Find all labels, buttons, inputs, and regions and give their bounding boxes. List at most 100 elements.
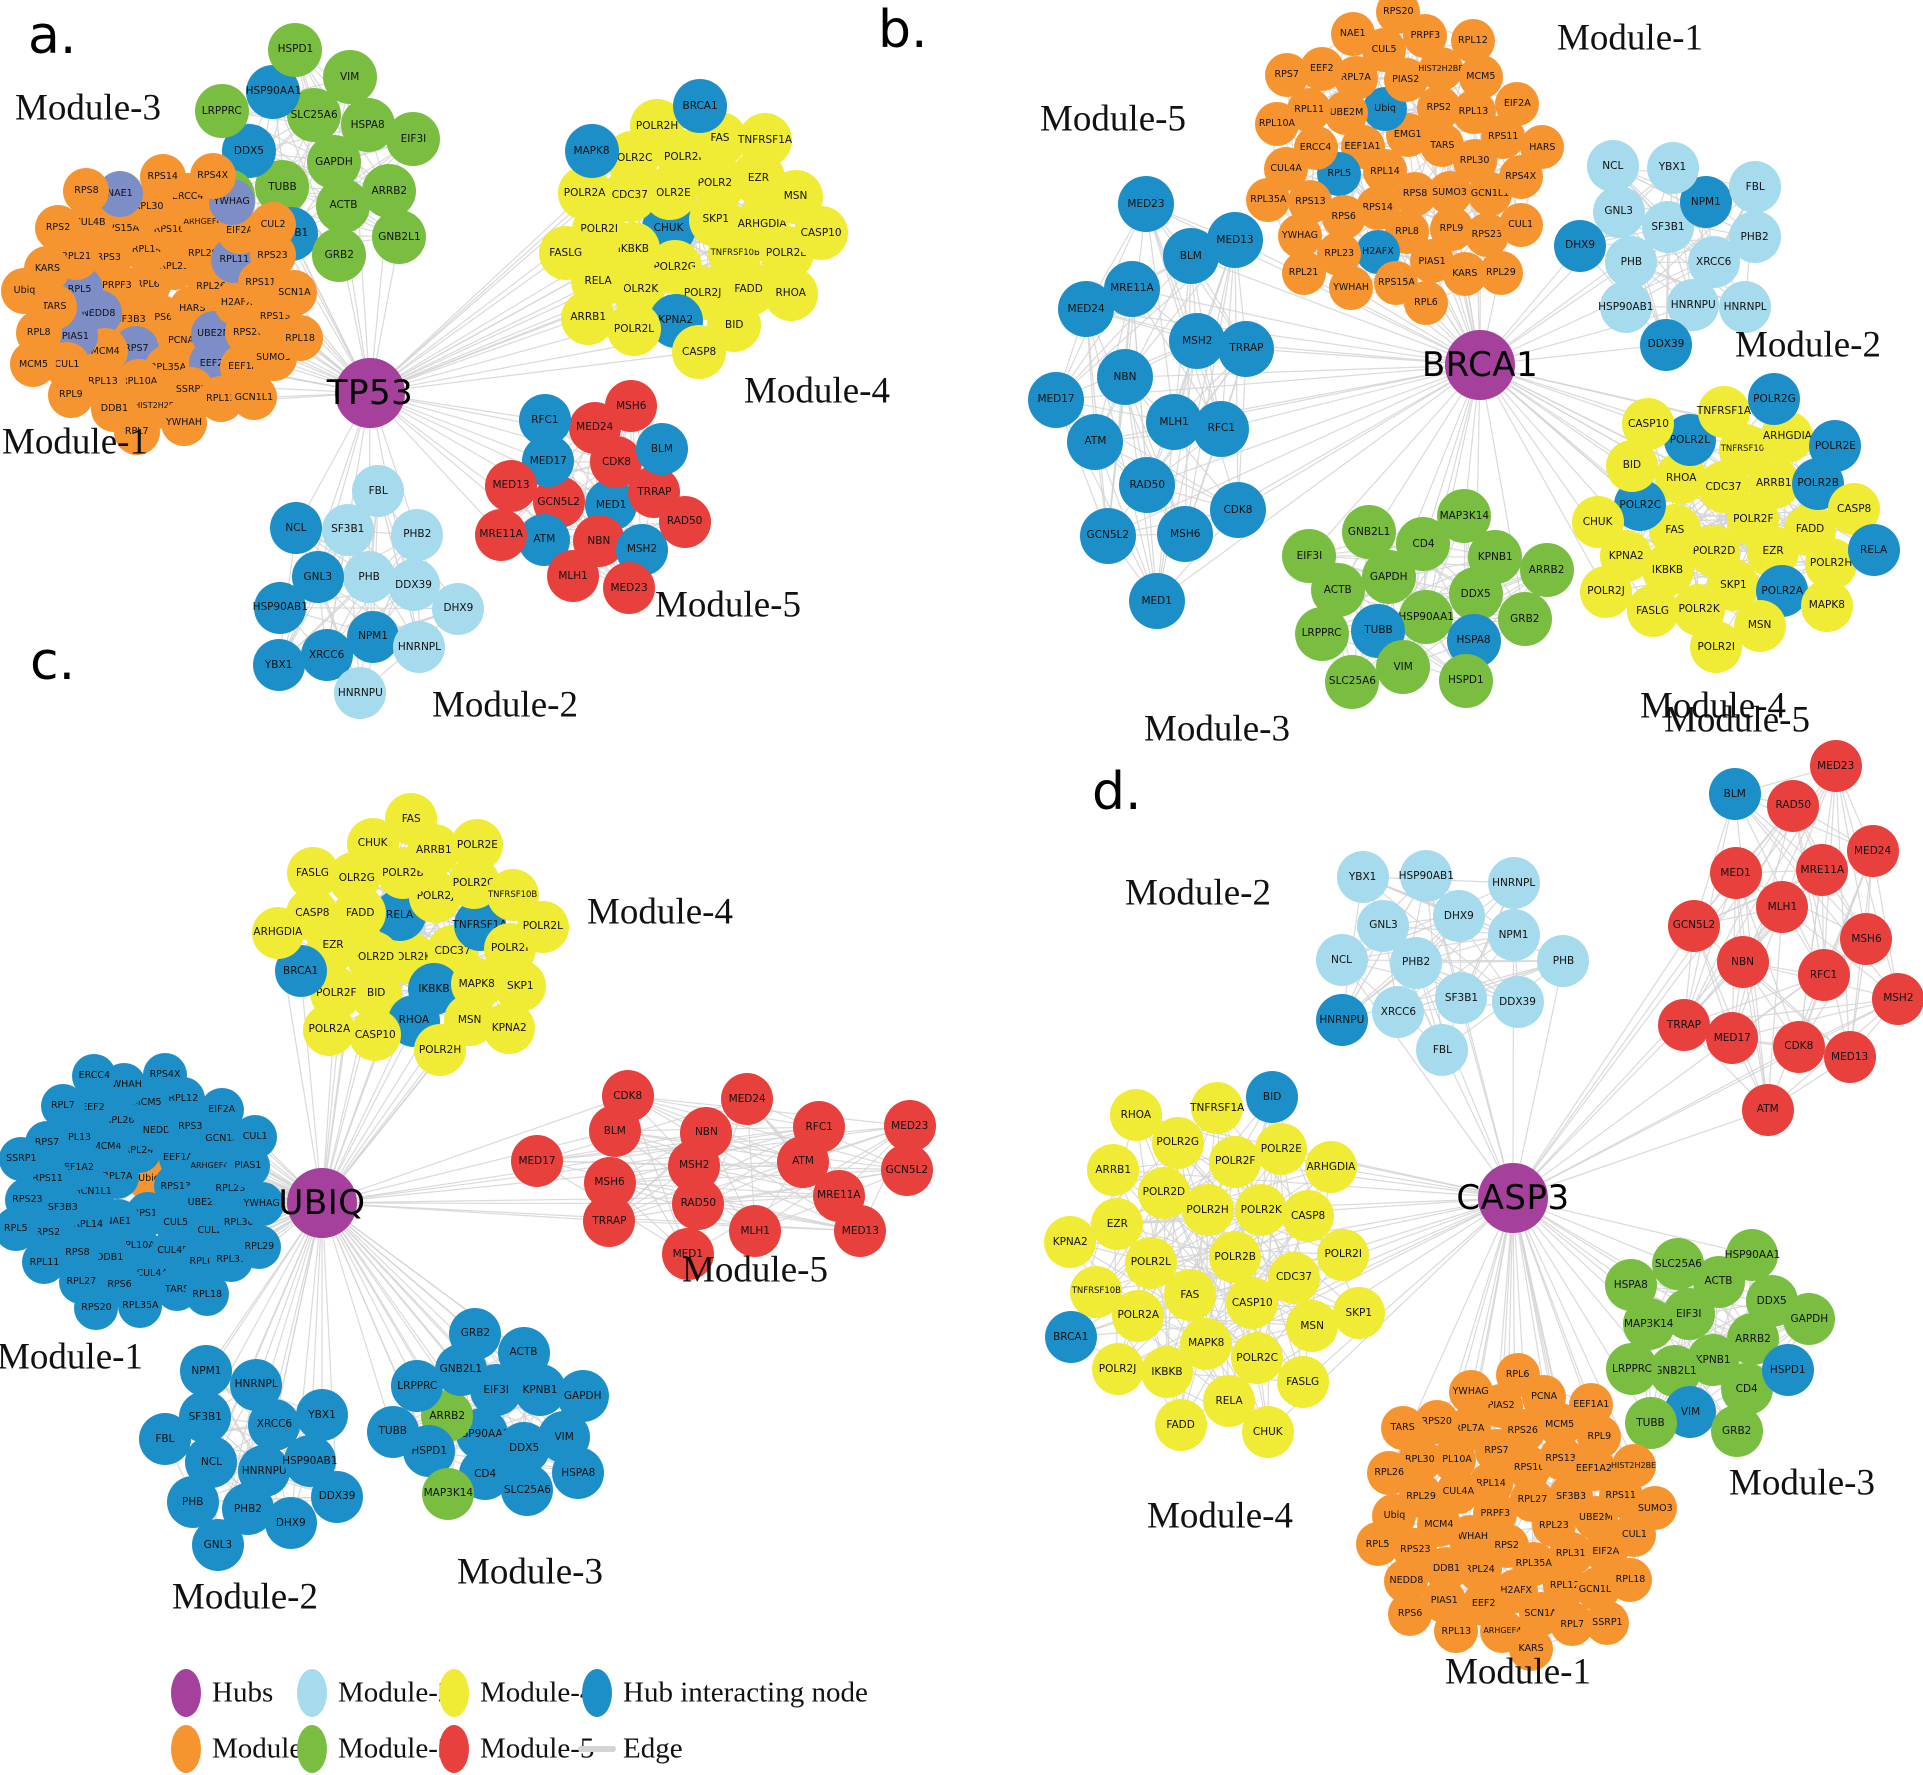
legend-swatch-hubs	[171, 1669, 201, 1717]
node-EEF1A1: EEF1A1	[1569, 1383, 1614, 1428]
legend-swatch-module-1	[171, 1725, 201, 1773]
node-RPL13: RPL13	[1434, 1609, 1479, 1654]
node-LRPPRC: LRPPRC	[1605, 1343, 1658, 1396]
node-FASLG: FASLG	[1626, 585, 1679, 638]
node-ARHGDIA: ARHGDIA	[1304, 1141, 1357, 1194]
node-POLR2H: POLR2H	[414, 1024, 467, 1077]
module-label-module-4-panel-a: Module-4	[744, 370, 890, 412]
node-RFC1: RFC1	[1193, 400, 1250, 457]
module-label-module-5-panel-c: Module-5	[682, 1249, 828, 1291]
node-DDX39: DDX39	[311, 1470, 364, 1523]
node-KPNA2: KPNA2	[483, 1001, 536, 1054]
node-XRCC6: XRCC6	[1372, 986, 1425, 1039]
node-CASP8: CASP8	[672, 324, 727, 379]
node-RPL29: RPL29	[1478, 250, 1523, 295]
node-TUBB: TUBB	[366, 1405, 419, 1458]
node-MED13: MED13	[834, 1204, 887, 1257]
node-KARS: KARS	[1442, 251, 1487, 296]
node-MSH2: MSH2	[1169, 312, 1226, 369]
legend-label-hubs: Hubs	[212, 1676, 274, 1709]
node-DHX9: DHX9	[1432, 889, 1485, 942]
node-YBX1: YBX1	[1336, 850, 1389, 903]
node-RAD50: RAD50	[658, 495, 711, 548]
node-ARHGDIA: ARHGDIA	[251, 906, 304, 959]
node-POLR2C: POLR2C	[1231, 1331, 1284, 1384]
node-HSPD1: HSPD1	[1761, 1344, 1814, 1397]
node-YWHAH: YWHAH	[1329, 265, 1374, 310]
node-MED24: MED24	[721, 1073, 774, 1126]
node-POLR2E: POLR2E	[451, 819, 504, 872]
node-KARS: KARS	[1509, 1626, 1554, 1671]
node-MED17: MED17	[1028, 371, 1085, 428]
node-HNRNPU: HNRNPU	[1315, 993, 1368, 1046]
node-CDC37: CDC37	[1268, 1251, 1321, 1304]
node-SLC25A6: SLC25A6	[1325, 654, 1380, 709]
node-RPS14: RPS14	[139, 153, 186, 200]
module-label-module-1-panel-d: Module-1	[1445, 1651, 1591, 1693]
node-MLH1: MLH1	[729, 1204, 782, 1257]
node-NPM1: NPM1	[1487, 908, 1540, 961]
node-ARRB1: ARRB1	[1087, 1144, 1140, 1196]
legend-swatch-module-5	[439, 1725, 469, 1773]
node-RFC1: RFC1	[793, 1101, 846, 1154]
node-SCN1A: SCN1A	[271, 269, 318, 316]
node-POLR2H: POLR2H	[1181, 1184, 1234, 1237]
legend-swatch-module-4	[439, 1669, 469, 1717]
node-PRPF3: PRPF3	[1403, 14, 1448, 59]
node-FAS: FAS	[385, 793, 438, 846]
node-DHX9: DHX9	[1554, 219, 1607, 272]
node-ARRB2: ARRB2	[362, 163, 417, 218]
node-TUBB: TUBB	[1624, 1397, 1677, 1450]
panel-letter-c: c.	[30, 632, 76, 692]
node-FBL: FBL	[138, 1413, 191, 1466]
node-DHX9: DHX9	[264, 1496, 317, 1549]
node-MED13: MED13	[1207, 211, 1263, 268]
node-HSP90AB1: HSP90AB1	[1399, 849, 1454, 902]
node-YBX1: YBX1	[296, 1388, 349, 1441]
node-RPL29: RPL29	[237, 1225, 282, 1270]
node-FAS: FAS	[1163, 1268, 1216, 1321]
node-HIST2H2BE: HIST2H2BE	[1611, 1443, 1656, 1488]
node-MSN: MSN	[1286, 1300, 1339, 1352]
node-RPL18: RPL18	[277, 315, 324, 362]
node-PHB: PHB	[1537, 934, 1590, 987]
legend-swatch-module-3	[297, 1725, 327, 1773]
node-BID: BID	[1246, 1070, 1299, 1123]
node-MED1: MED1	[661, 1228, 714, 1281]
module-label-module-3-panel-a: Module-3	[15, 87, 161, 129]
module-label-module-4-panel-c: Module-4	[587, 891, 733, 933]
node-MAPK8: MAPK8	[1800, 579, 1853, 632]
node-LRPPRC: LRPPRC	[194, 83, 249, 138]
node-TRRAP: TRRAP	[1218, 320, 1275, 377]
node-HSP90AA1: HSP90AA1	[1725, 1228, 1780, 1281]
node-MED23: MED23	[1117, 176, 1174, 233]
node-TNFRSF1A: TNFRSF1A	[1697, 385, 1751, 438]
node-POLR2I: POLR2I	[1317, 1228, 1370, 1281]
node-MRE11A: MRE11A	[475, 508, 528, 561]
node-NBN: NBN	[1716, 936, 1769, 989]
node-DHX9: DHX9	[432, 582, 485, 635]
node-GNL3: GNL3	[191, 1518, 244, 1571]
node-NCL: NCL	[269, 502, 322, 555]
module-label-module-4-panel-d: Module-4	[1147, 1495, 1293, 1537]
node-MED23: MED23	[603, 561, 656, 614]
node-VIM: VIM	[322, 50, 377, 105]
node-EIF3I: EIF3I	[386, 112, 441, 167]
node-POLR2L: POLR2L	[1124, 1236, 1177, 1289]
legend-swatch-module-2	[297, 1669, 327, 1717]
node-MCM5: MCM5	[10, 341, 57, 388]
node-NCL: NCL	[1586, 140, 1639, 193]
node-RPL21: RPL21	[1281, 250, 1326, 295]
node-GRB2: GRB2	[312, 228, 367, 283]
hub-node-TP53: TP53	[327, 358, 413, 428]
node-MSH6: MSH6	[1840, 912, 1893, 965]
panel-letter-d: d.	[1092, 762, 1142, 822]
node-PHB2: PHB2	[391, 508, 444, 561]
node-CDK8: CDK8	[601, 1069, 654, 1122]
node-LRPPRC: LRPPRC	[391, 1360, 444, 1413]
node-MAP3K14: MAP3K14	[422, 1467, 475, 1520]
legend-edge-swatch	[578, 1746, 616, 1752]
node-Ubiq: Ubiq	[1, 268, 48, 315]
node-FBL: FBL	[352, 464, 405, 517]
